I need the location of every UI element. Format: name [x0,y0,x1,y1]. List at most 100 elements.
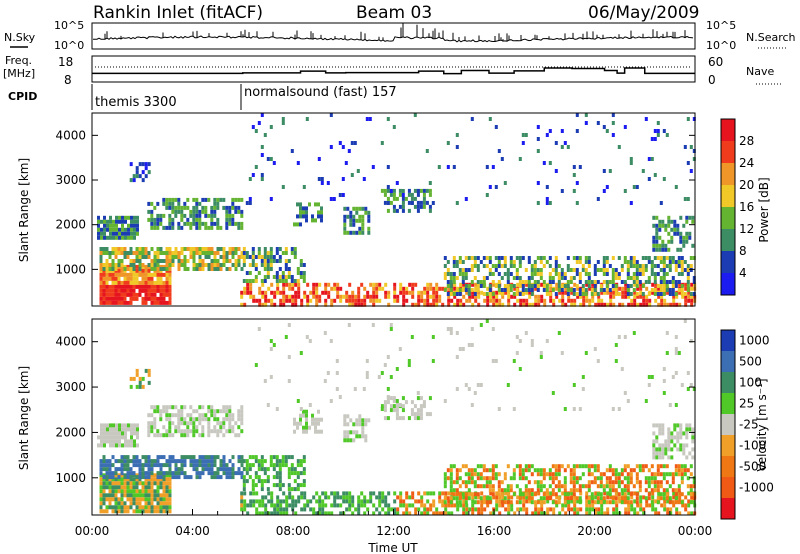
scatter-cell [503,496,507,501]
scatter-cell [674,284,678,288]
scatter-cell [672,491,676,496]
scatter-cell [153,288,157,293]
scatter-cell [459,298,463,303]
scatter-cell [165,288,169,293]
scatter-cell [563,500,567,505]
scatter-cell [251,455,255,460]
scatter-cell [570,507,574,512]
scatter-cell [572,484,576,489]
scatter-cell [115,439,118,444]
scatter-cell [404,400,408,405]
scatter-cell [317,210,320,215]
scatter-cell [351,302,355,307]
scatter-cell [647,480,651,485]
scatter-cell [222,459,226,464]
scatter-cell [465,290,469,295]
scatter-cell [111,259,115,263]
scatter-cell [135,166,139,171]
scatter-cell [162,272,166,277]
scatter-cell [626,480,630,485]
scatter-cell [655,451,659,456]
scatter-cell [162,509,166,514]
scatter-cell [455,292,459,296]
scatter-cell [108,272,112,277]
scatter-cell [375,290,379,295]
scatter-cell [593,284,597,288]
scatter-cell [486,298,490,303]
scatter-cell [264,298,268,303]
scatter-cell [240,429,244,434]
scatter-cell [311,421,314,426]
scatter-cell [174,475,178,480]
scatter-cell [581,288,585,292]
scatter-cell [521,133,525,137]
scatter-cell [171,421,175,426]
scatter-cell [518,280,522,284]
scatter-cell [630,503,634,508]
scatter-cell [534,507,538,512]
scatter-cell [108,501,112,506]
scatter-cell [377,375,381,379]
scatter-cell [279,290,283,295]
scatter-cell [290,279,294,283]
scatter-cell [522,507,526,512]
scatter-cell [336,286,340,291]
scatter-cell [518,284,522,288]
scatter-cell [305,335,309,339]
colorbar-swatch [721,456,735,477]
scatter-cell [476,500,480,505]
scatter-cell [126,459,130,464]
scatter-cell [653,292,657,296]
scatter-cell [679,423,683,428]
scatter-cell [408,503,412,508]
scatter-cell [302,275,306,279]
scatter-cell [159,276,163,281]
scatter-cell [237,205,241,210]
scatter-cell [417,491,421,496]
scatter-cell [647,476,651,481]
scatter-cell [587,500,591,505]
scatter-cell [674,472,678,477]
scatter-cell [147,509,151,514]
scatter-cell [606,290,610,295]
scatter-cell [674,464,678,469]
scatter-cell [114,501,118,506]
scatter-cell [689,264,693,268]
scatter-cell [141,493,145,498]
scatter-cell [591,282,595,287]
scatter-cell [479,472,483,477]
scatter-cell [174,429,178,434]
scatter-cell [560,284,564,288]
scatter-cell [293,421,296,426]
scatter-cell [323,331,327,335]
scatter-cell [459,282,463,287]
scatter-cell [177,459,181,464]
scatter-cell [638,264,642,268]
scatter-cell [525,282,529,287]
scatter-cell [572,500,576,505]
scatter-cell [318,495,322,500]
scatter-cell [465,503,469,508]
scatter-cell [399,503,403,508]
scatter-cell [551,276,555,280]
scatter-cell [675,507,679,512]
scatter-cell [557,331,561,335]
scatter-cell [198,213,202,218]
scatter-cell [207,471,211,476]
scatter-cell [527,480,531,485]
scatter-cell [270,495,274,500]
scatter-cell [407,188,411,193]
scatter-cell [609,495,613,500]
scatter-cell [261,294,265,299]
scatter-cell [138,501,142,506]
scatter-cell [135,264,139,269]
colorbar-tick-label: 24 [739,156,754,170]
scatter-cell [270,511,274,516]
scatter-cell [682,447,686,452]
scatter-cell [449,292,453,296]
scatter-cell [510,507,514,512]
scatter-cell [105,300,109,305]
scatter-cell [102,267,106,271]
scatter-cell [506,484,510,489]
scatter-cell [575,272,579,276]
